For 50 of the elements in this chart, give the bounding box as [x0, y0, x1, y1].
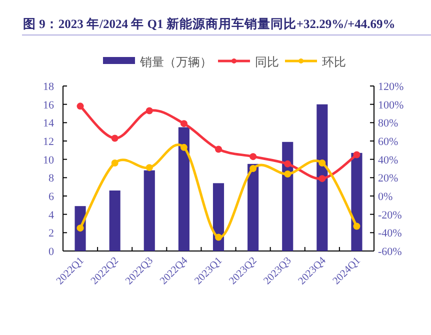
point — [146, 164, 153, 172]
point — [353, 151, 360, 158]
bar — [144, 170, 155, 251]
y2-tick-label: 20% — [378, 172, 398, 185]
y-tick-label: 12 — [43, 136, 54, 148]
legend-label: 同比 — [255, 55, 279, 69]
y-tick-label: 0 — [48, 246, 54, 258]
legend-label: 环比 — [322, 55, 346, 69]
point — [215, 146, 222, 153]
legend-label: 销量（万辆） — [139, 55, 212, 69]
point — [111, 134, 118, 142]
point — [250, 153, 257, 160]
bar — [282, 142, 294, 251]
y2-tick-label: 100% — [378, 99, 404, 112]
point — [318, 175, 326, 182]
y2-tick-label: -60% — [378, 246, 402, 258]
y2-tick-label: 60% — [378, 136, 398, 148]
bar — [248, 164, 259, 251]
bar — [178, 127, 190, 251]
y-tick-label: 4 — [48, 209, 54, 222]
y-tick-label: 16 — [43, 99, 54, 112]
y2-tick-label: 120% — [378, 81, 404, 93]
y2-tick-label: -20% — [378, 209, 402, 222]
y2-tick-label: 40% — [378, 154, 398, 166]
y-tick-label: 18 — [43, 81, 54, 93]
point — [284, 160, 292, 168]
point — [215, 234, 222, 241]
y-tick-label: 2 — [48, 228, 54, 240]
bar — [316, 104, 328, 251]
point — [353, 222, 360, 230]
y-tick-label: 14 — [43, 118, 54, 130]
point — [318, 160, 326, 166]
bar — [109, 190, 120, 251]
y-tick-label: 8 — [48, 172, 54, 185]
point — [180, 120, 188, 128]
point — [180, 144, 188, 151]
bar — [351, 152, 362, 251]
point — [76, 102, 84, 110]
y2-tick-label: -40% — [378, 228, 402, 240]
y-tick-label: 10 — [43, 154, 54, 166]
y2-tick-label: 0% — [378, 191, 393, 203]
point — [250, 165, 257, 172]
y-tick-label: 6 — [48, 191, 54, 203]
bar — [212, 183, 224, 251]
title: 图 9：2023 年/2024 年 Q1 新能源商用车销量同比+32.29%/+44.69% — [23, 17, 396, 31]
point — [284, 170, 292, 178]
point — [111, 160, 118, 166]
point — [146, 107, 153, 114]
y2-tick-label: 80% — [378, 118, 398, 130]
point — [76, 224, 84, 232]
